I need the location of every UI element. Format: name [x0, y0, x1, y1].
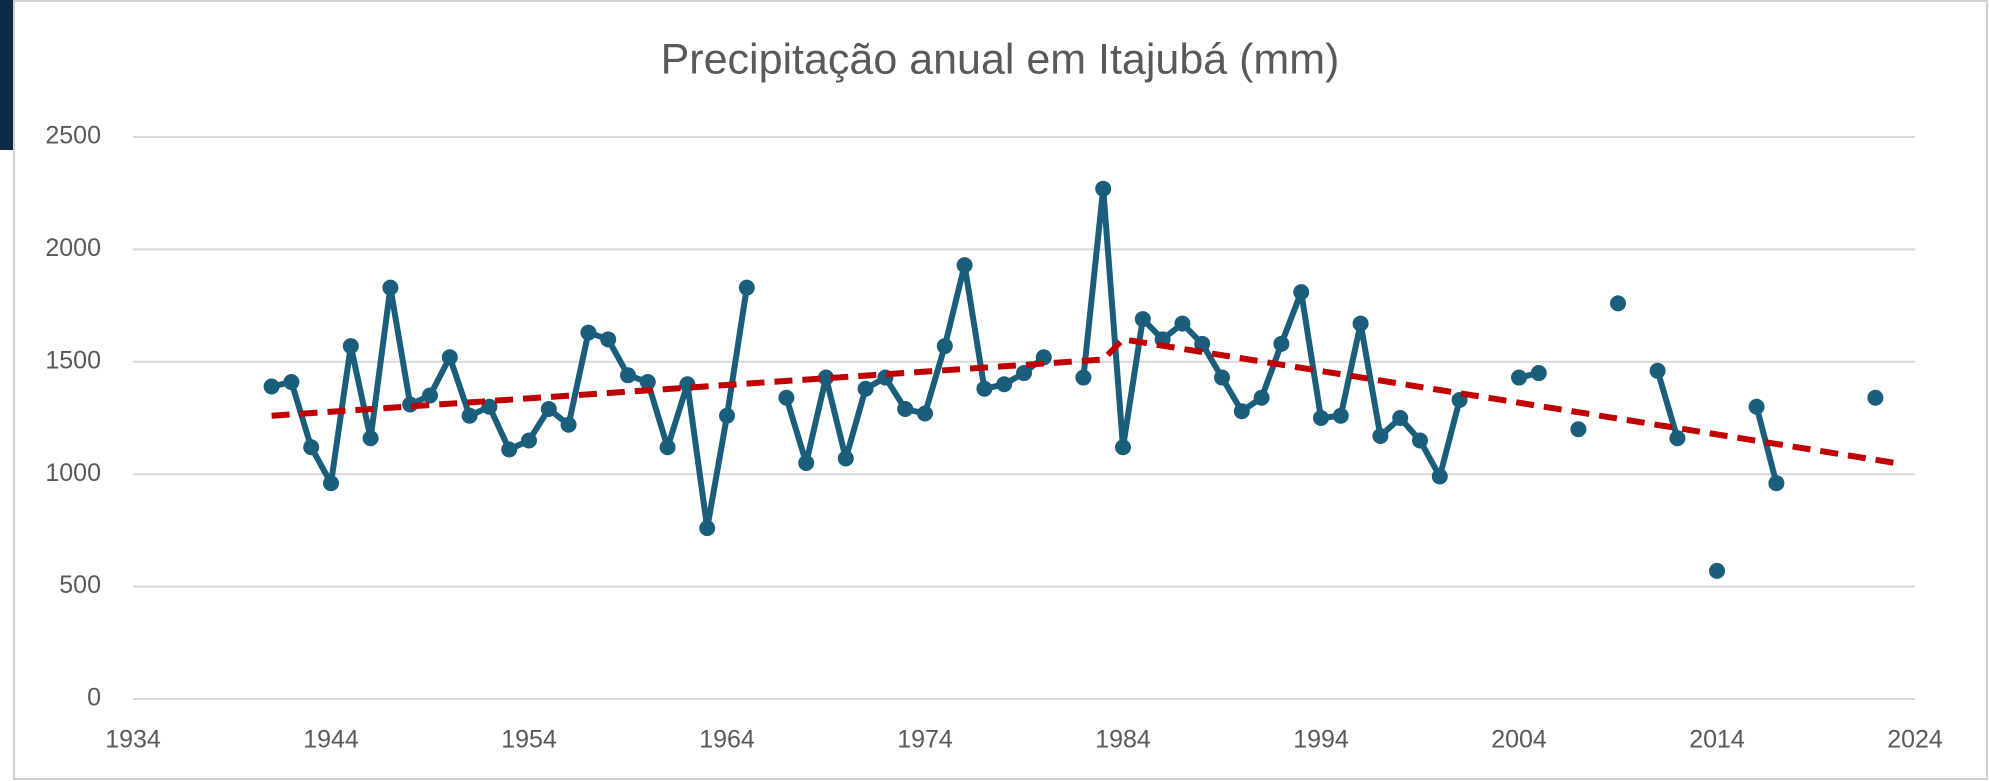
data-point: [818, 369, 834, 386]
data-point: [1372, 427, 1389, 444]
data-point: [798, 454, 815, 471]
x-tick-label: 1934: [105, 726, 161, 754]
data-point: [1174, 315, 1191, 332]
background-strip: [0, 0, 14, 150]
data-point: [1511, 369, 1527, 386]
data-point: [1313, 410, 1329, 426]
data-point: [1095, 180, 1112, 197]
data-point: [441, 349, 458, 366]
y-tick-label: 500: [59, 571, 101, 599]
data-point: [956, 257, 973, 274]
data-point: [1649, 362, 1666, 379]
data-point: [1610, 295, 1626, 312]
data-point: [303, 439, 320, 456]
data-point: [778, 389, 795, 406]
data-point: [1352, 315, 1369, 332]
data-point: [1233, 403, 1250, 420]
data-point: [936, 338, 953, 355]
x-tick-label: 2014: [1689, 726, 1745, 754]
chart-title: Precipitação anual em Itajubá (mm): [661, 35, 1340, 83]
data-point: [382, 279, 399, 296]
data-point: [857, 380, 874, 397]
x-tick-label: 2004: [1491, 726, 1547, 754]
data-point: [996, 376, 1013, 393]
data-point: [639, 374, 656, 391]
x-tick-label: 2024: [1887, 726, 1943, 754]
data-point: [1669, 430, 1686, 447]
data-point: [1115, 439, 1131, 456]
x-tick-label: 1974: [897, 726, 953, 754]
data-point: [1075, 369, 1092, 386]
data-point: [1570, 421, 1587, 438]
data-point: [1412, 432, 1428, 449]
data-point: [699, 520, 716, 537]
data-point: [1194, 335, 1211, 352]
data-point: [976, 380, 993, 397]
data-point: [1392, 410, 1409, 426]
data-point: [1530, 365, 1547, 382]
data-point: [600, 331, 617, 348]
data-point: [1134, 311, 1151, 328]
data-point: [1016, 365, 1032, 382]
y-tick-label: 0: [87, 684, 101, 712]
data-point: [1431, 468, 1448, 485]
data-point: [580, 324, 597, 341]
data-point: [1709, 562, 1725, 579]
data-point: [283, 374, 300, 391]
data-point: [1293, 284, 1310, 301]
data-point: [1332, 407, 1349, 424]
data-point: [323, 475, 339, 492]
data-point: [1748, 398, 1765, 415]
data-point: [897, 401, 914, 418]
data-point: [560, 416, 577, 433]
data-point: [461, 407, 478, 424]
y-tick-label: 2500: [45, 122, 101, 150]
x-tick-label: 1994: [1293, 726, 1349, 754]
x-tick-label: 1944: [303, 726, 359, 754]
data-point: [481, 398, 498, 415]
y-tick-label: 1000: [45, 459, 101, 487]
data-point: [620, 367, 636, 384]
data-point: [1867, 389, 1884, 406]
data-point: [659, 439, 676, 456]
data-point: [1214, 369, 1230, 386]
data-point: [362, 430, 379, 447]
x-tick-label: 1954: [501, 726, 557, 754]
data-point: [719, 407, 735, 424]
data-point: [521, 432, 537, 449]
data-point: [1253, 389, 1270, 406]
data-point: [263, 378, 280, 395]
data-point: [501, 441, 518, 458]
data-point: [540, 401, 557, 418]
data-point: [837, 450, 854, 467]
data-point: [1273, 335, 1290, 352]
y-tick-label: 2000: [45, 234, 101, 262]
x-tick-label: 1964: [699, 726, 755, 754]
trend-line: [271, 336, 1896, 466]
data-point: [1768, 475, 1785, 492]
x-tick-label: 1984: [1095, 726, 1151, 754]
data-point: [342, 338, 359, 355]
data-point: [738, 279, 755, 296]
y-tick-label: 1500: [45, 346, 101, 374]
data-point: [422, 387, 438, 404]
data-point: [917, 405, 933, 422]
